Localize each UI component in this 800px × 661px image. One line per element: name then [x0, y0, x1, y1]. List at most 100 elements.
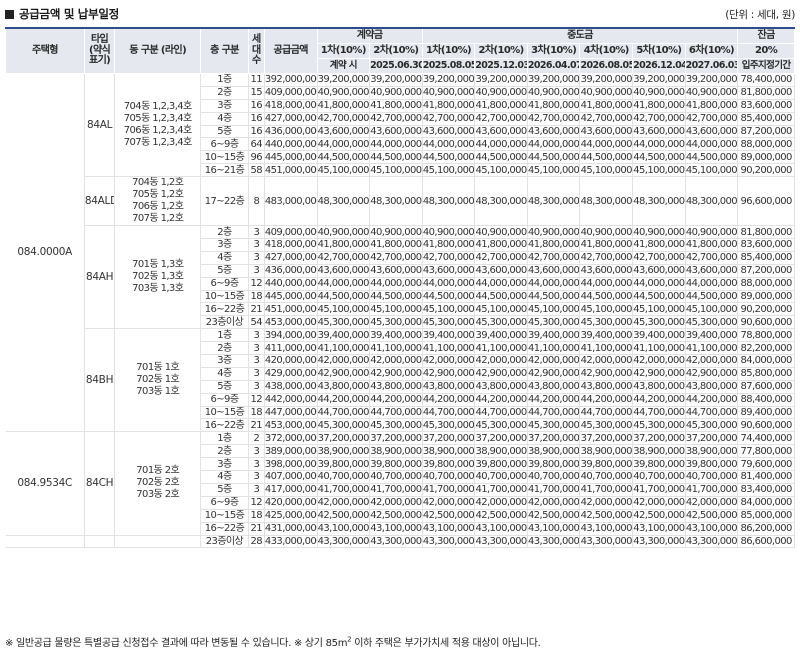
cell-payment: 44,700,000 — [474, 406, 528, 420]
cell-payment: 45,100,000 — [527, 163, 581, 178]
header-contract-2-date: 2025.06.30 — [369, 58, 423, 74]
cell-floor: 5층 — [200, 125, 249, 139]
cell-payment: 44,000,000 — [685, 277, 739, 291]
cell-payment: 42,700,000 — [527, 112, 581, 126]
cell-payment: 45,300,000 — [317, 418, 371, 433]
cell-floor: 5층 — [200, 264, 249, 278]
header-housing-type: 주택형 — [5, 27, 85, 74]
cell-payment: 37,200,000 — [579, 431, 634, 446]
cell-households: 15 — [248, 86, 265, 100]
table-row: 4층 3 427,000,000 42,700,000 42,700,000 42,700… — [6, 251, 795, 265]
cell-payment: 43,600,000 — [632, 125, 686, 139]
cell-payment: 44,200,000 — [369, 393, 423, 407]
cell-supply-amount: 418,000,000 — [264, 99, 318, 113]
cell-payment: 38,900,000 — [317, 444, 371, 459]
cell-building: 701동 1,3호 702동 1,3호 703동 1,3호 — [114, 225, 202, 330]
cell-payment: 43,600,000 — [369, 264, 423, 278]
cell-floor: 1층 — [200, 73, 249, 87]
cell-supply-amount: 442,000,000 — [264, 393, 318, 407]
cell-households: 3 — [248, 444, 265, 459]
cell-payment: 86,600,000 — [737, 534, 795, 549]
cell-payment: 37,200,000 — [632, 431, 686, 446]
cell-supply-amount: 451,000,000 — [264, 302, 318, 317]
cell-payment: 43,600,000 — [632, 264, 686, 278]
cell-payment: 40,900,000 — [527, 86, 581, 100]
cell-payment: 41,800,000 — [579, 99, 634, 113]
cell-payment: 45,100,000 — [685, 302, 739, 317]
cell-households: 58 — [248, 163, 265, 178]
cell-payment: 42,000,000 — [474, 354, 528, 368]
header-floor: 층 구분 — [200, 27, 249, 74]
cell-payment: 44,500,000 — [632, 150, 686, 165]
cell-payment: 39,800,000 — [685, 457, 739, 472]
cell-payment: 44,700,000 — [317, 406, 371, 420]
cell-payment: 42,000,000 — [317, 354, 371, 368]
table-row: 16~22층 21 451,000,000 45,100,000 45,100,000 4… — [6, 302, 795, 317]
cell-payment: 41,800,000 — [422, 238, 476, 252]
cell-payment: 42,000,000 — [527, 496, 581, 510]
cell-type: 84AH — [84, 225, 116, 330]
cell-payment: 44,700,000 — [632, 406, 686, 420]
cell-payment: 44,000,000 — [527, 137, 581, 152]
cell-payment: 40,700,000 — [422, 470, 476, 484]
cell-payment: 96,600,000 — [737, 176, 795, 227]
cell-households: 3 — [248, 367, 265, 381]
cell-payment: 43,300,000 — [527, 534, 581, 549]
cell-payment: 84,000,000 — [737, 496, 795, 510]
cell-payment: 48,300,000 — [422, 176, 476, 227]
building-line: 706동 1,2호 — [132, 201, 184, 213]
cell-households: 96 — [248, 150, 265, 165]
cell-payment: 45,100,000 — [422, 302, 476, 317]
building-line: 705동 1,2,3,4호 — [123, 113, 192, 125]
cell-payment: 45,300,000 — [422, 418, 476, 433]
cell-floor: 3층 — [200, 238, 249, 252]
header-contract-1-date: 계약 시 — [316, 58, 371, 74]
cell-payment: 39,400,000 — [527, 328, 581, 343]
cell-households: 16 — [248, 112, 265, 126]
table-row: 10~15층 18 425,000,000 42,500,000 42,500,000 4… — [6, 509, 795, 523]
cell-households: 3 — [248, 328, 265, 343]
cell-households: 3 — [248, 354, 265, 368]
cell-payment: 42,700,000 — [369, 112, 423, 126]
header-middle-3: 3차(10%) — [526, 43, 581, 59]
cell-payment: 39,800,000 — [474, 457, 528, 472]
cell-households: 16 — [248, 99, 265, 113]
building-line: 701동 2호 — [136, 465, 180, 477]
cell-payment: 42,700,000 — [579, 251, 634, 265]
cell-payment: 41,800,000 — [369, 238, 423, 252]
cell-floor: 1층 — [200, 431, 249, 446]
cell-payment: 83,600,000 — [737, 99, 795, 113]
cell-floor: 17~22층 — [200, 176, 249, 227]
cell-payment: 44,000,000 — [579, 137, 634, 152]
cell-payment: 41,100,000 — [369, 341, 423, 356]
cell-floor: 6~9층 — [200, 277, 249, 291]
cell-households: 64 — [248, 137, 265, 152]
cell-payment: 39,800,000 — [579, 457, 634, 472]
cell-payment: 40,700,000 — [579, 470, 634, 484]
cell-households: 3 — [248, 264, 265, 278]
table-row: 16~22층 21 431,000,000 43,100,000 43,100,000 4… — [6, 522, 795, 536]
cell-payment: 38,900,000 — [527, 444, 581, 459]
table-row: 23층이상 54 453,000,000 45,300,000 45,300,000 45… — [6, 315, 795, 330]
table-row: 4층 3 407,000,000 40,700,000 40,700,000 40,700… — [6, 470, 795, 484]
table-row: 16~21층 58 451,000,000 45,100,000 45,100,000 4… — [6, 163, 795, 178]
cell-supply-amount: 436,000,000 — [264, 264, 318, 278]
cell-payment: 43,600,000 — [474, 264, 528, 278]
header-supply-amount: 공급금액 — [263, 27, 318, 74]
cell-supply-amount: 417,000,000 — [264, 483, 318, 497]
cell-supply-amount: 483,000,000 — [264, 176, 318, 227]
cell-payment: 44,000,000 — [317, 277, 371, 291]
cell-supply-amount: 372,000,000 — [264, 431, 318, 446]
cell-payment: 44,500,000 — [632, 290, 686, 304]
cell-households: 8 — [248, 176, 265, 227]
cell-supply-amount: 409,000,000 — [264, 86, 318, 100]
cell-payment: 88,000,000 — [737, 137, 795, 152]
cell-supply-amount: 436,000,000 — [264, 125, 318, 139]
unit-label: (단위 : 세대, 원) — [725, 8, 795, 21]
cell-payment: 42,500,000 — [369, 509, 423, 523]
cell-payment: 43,800,000 — [527, 380, 581, 394]
building-line: 703동 1호 — [136, 386, 180, 398]
cell-payment: 43,100,000 — [422, 522, 476, 536]
cell-payment: 43,600,000 — [369, 125, 423, 139]
